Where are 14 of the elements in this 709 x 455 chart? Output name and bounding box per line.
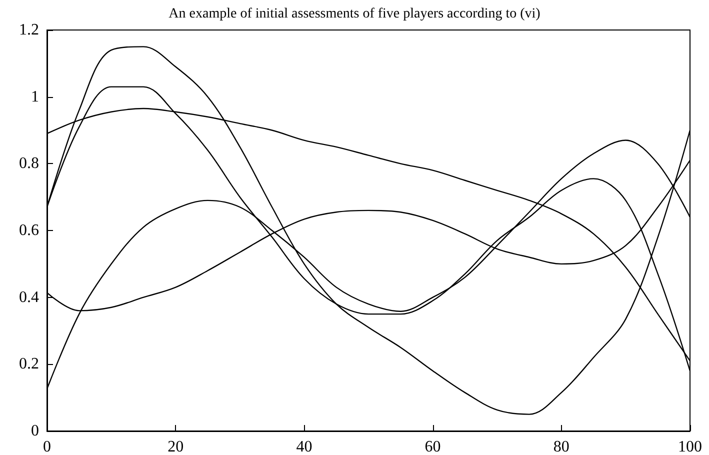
- y-tick-label: 0.6: [19, 222, 39, 239]
- y-tick-label: 0.4: [19, 288, 39, 306]
- y-tick-label: 1.2: [19, 22, 39, 38]
- y-tick-label: 0: [31, 422, 39, 440]
- y-tick-label: 0.2: [19, 356, 39, 373]
- x-tick-label: 40: [296, 438, 312, 455]
- x-tick-label: 20: [168, 438, 184, 455]
- y-tick-label: 0.8: [19, 155, 39, 172]
- x-tick-label: 80: [553, 438, 570, 455]
- chart-title: An example of initial assessments of five players according to (vi): [168, 6, 541, 22]
- y-tick-label: 1: [31, 88, 39, 106]
- x-tick-label: 60: [424, 438, 441, 455]
- x-tick-label: 0: [43, 438, 51, 455]
- x-tick-label: 100: [678, 438, 702, 455]
